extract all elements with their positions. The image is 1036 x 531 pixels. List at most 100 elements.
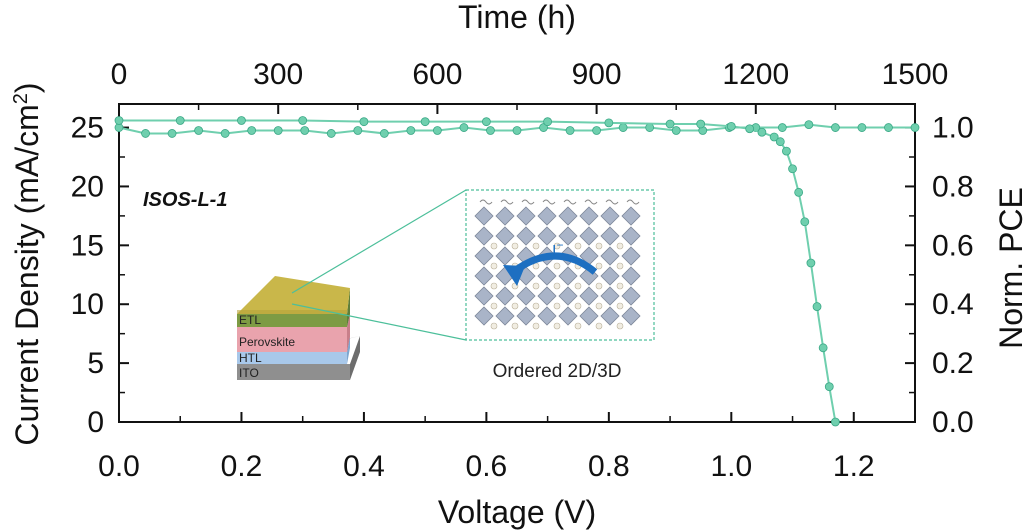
right-tick-label: 0.6 bbox=[932, 229, 974, 262]
a-site-cation bbox=[595, 322, 603, 330]
octahedron bbox=[600, 246, 620, 266]
htl-side bbox=[347, 336, 350, 364]
jv-point bbox=[114, 116, 124, 125]
octahedron bbox=[495, 246, 515, 266]
octahedron bbox=[474, 206, 494, 226]
stability-point bbox=[486, 126, 495, 135]
jv-point bbox=[359, 117, 369, 127]
a-site-cation bbox=[553, 282, 561, 290]
htl-label: HTL bbox=[239, 351, 262, 365]
bottom-tick-label: 0.4 bbox=[343, 450, 385, 483]
octahedron bbox=[600, 266, 620, 286]
jv-point bbox=[726, 121, 736, 131]
jv-point bbox=[175, 116, 185, 125]
octahedron bbox=[495, 226, 515, 246]
jv-point bbox=[745, 124, 755, 134]
stability-point bbox=[353, 126, 363, 135]
top-tick-label: 900 bbox=[572, 58, 622, 91]
ito-side bbox=[350, 336, 360, 380]
etl-side bbox=[347, 288, 350, 327]
top-tick-label: 600 bbox=[412, 58, 462, 91]
octahedron bbox=[495, 306, 515, 326]
octahedron bbox=[579, 206, 599, 226]
a-site-cation bbox=[490, 282, 498, 290]
a-site-cation bbox=[595, 302, 603, 310]
octahedron bbox=[474, 246, 494, 266]
perovskite-side bbox=[347, 314, 350, 352]
left-tick-label: 25 bbox=[71, 112, 104, 145]
a-site-cation bbox=[511, 302, 519, 310]
inset-connector-top bbox=[291, 189, 467, 294]
y-axis-title-main: Current Density (mA/cm bbox=[9, 104, 45, 445]
y-axis-title-suffix: ) bbox=[9, 82, 45, 93]
stability-point bbox=[857, 123, 867, 132]
top-tick-label: 1200 bbox=[722, 58, 789, 91]
ito-label: ITO bbox=[239, 366, 259, 380]
stability-point bbox=[512, 126, 522, 135]
protocol-label: ISOS-L-1 bbox=[143, 189, 227, 211]
top-tick-label: 300 bbox=[253, 58, 303, 91]
jv-point bbox=[782, 146, 791, 156]
htl-front bbox=[237, 352, 347, 364]
left-tick-label: 15 bbox=[71, 229, 104, 262]
octahedron bbox=[600, 206, 620, 226]
left-tick-label: 5 bbox=[87, 347, 104, 380]
etl-label: ETL bbox=[239, 313, 261, 327]
stability-point bbox=[804, 120, 814, 130]
ion-symbol: I bbox=[552, 243, 556, 260]
stability-point bbox=[247, 126, 257, 135]
stability-point bbox=[910, 123, 920, 132]
octahedron bbox=[621, 286, 641, 306]
stability-point bbox=[379, 129, 389, 138]
jv-point bbox=[604, 118, 614, 128]
octahedron bbox=[537, 206, 557, 226]
a-site-cation bbox=[595, 242, 603, 250]
top-tick-label: 1500 bbox=[882, 58, 949, 91]
jv-point bbox=[788, 164, 797, 174]
stability-point bbox=[141, 129, 150, 138]
stability-point bbox=[432, 126, 442, 135]
octahedron bbox=[558, 206, 578, 226]
etl-top-edge bbox=[237, 310, 347, 314]
stability-point bbox=[565, 126, 575, 135]
bottom-tick-label: 0.0 bbox=[98, 450, 140, 483]
ion-arrow-head bbox=[503, 265, 525, 286]
jv-point bbox=[800, 217, 810, 227]
jv-point bbox=[543, 117, 553, 127]
octahedron bbox=[516, 286, 536, 306]
inset-caption: Ordered 2D/3D bbox=[493, 361, 622, 382]
octahedron bbox=[558, 266, 578, 286]
octahedron bbox=[579, 226, 599, 246]
octahedron bbox=[474, 306, 494, 326]
ito-front bbox=[237, 364, 350, 380]
octahedron bbox=[579, 306, 599, 326]
octahedron bbox=[579, 286, 599, 306]
stability-point bbox=[671, 126, 681, 135]
a-site-cation bbox=[595, 282, 603, 290]
octahedron bbox=[600, 226, 620, 246]
stability-point bbox=[273, 126, 283, 135]
octahedron bbox=[474, 286, 494, 306]
organic-spacer-chain bbox=[521, 199, 535, 205]
octahedron bbox=[558, 306, 578, 326]
a-site-cation bbox=[490, 322, 498, 330]
bottom-tick-label: 0.8 bbox=[588, 450, 630, 483]
jv-point bbox=[831, 417, 840, 427]
a-site-cation bbox=[553, 302, 561, 310]
stability-point bbox=[300, 126, 310, 135]
a-site-cation bbox=[511, 242, 519, 250]
jv-point bbox=[806, 258, 816, 268]
a-site-cation bbox=[616, 302, 624, 310]
perovskite-front bbox=[237, 327, 347, 352]
jv-point bbox=[696, 119, 706, 129]
right-axis-title: Norm. PCE bbox=[993, 187, 1029, 349]
octahedron bbox=[621, 246, 641, 266]
jv-series bbox=[114, 116, 840, 427]
octahedron bbox=[600, 286, 620, 306]
a-site-cation bbox=[616, 242, 624, 250]
a-site-cation bbox=[490, 242, 498, 250]
stability-point bbox=[220, 129, 230, 138]
organic-spacer-chain bbox=[500, 199, 514, 205]
octahedron bbox=[621, 226, 641, 246]
bottom-tick-label: 1.2 bbox=[833, 450, 875, 483]
